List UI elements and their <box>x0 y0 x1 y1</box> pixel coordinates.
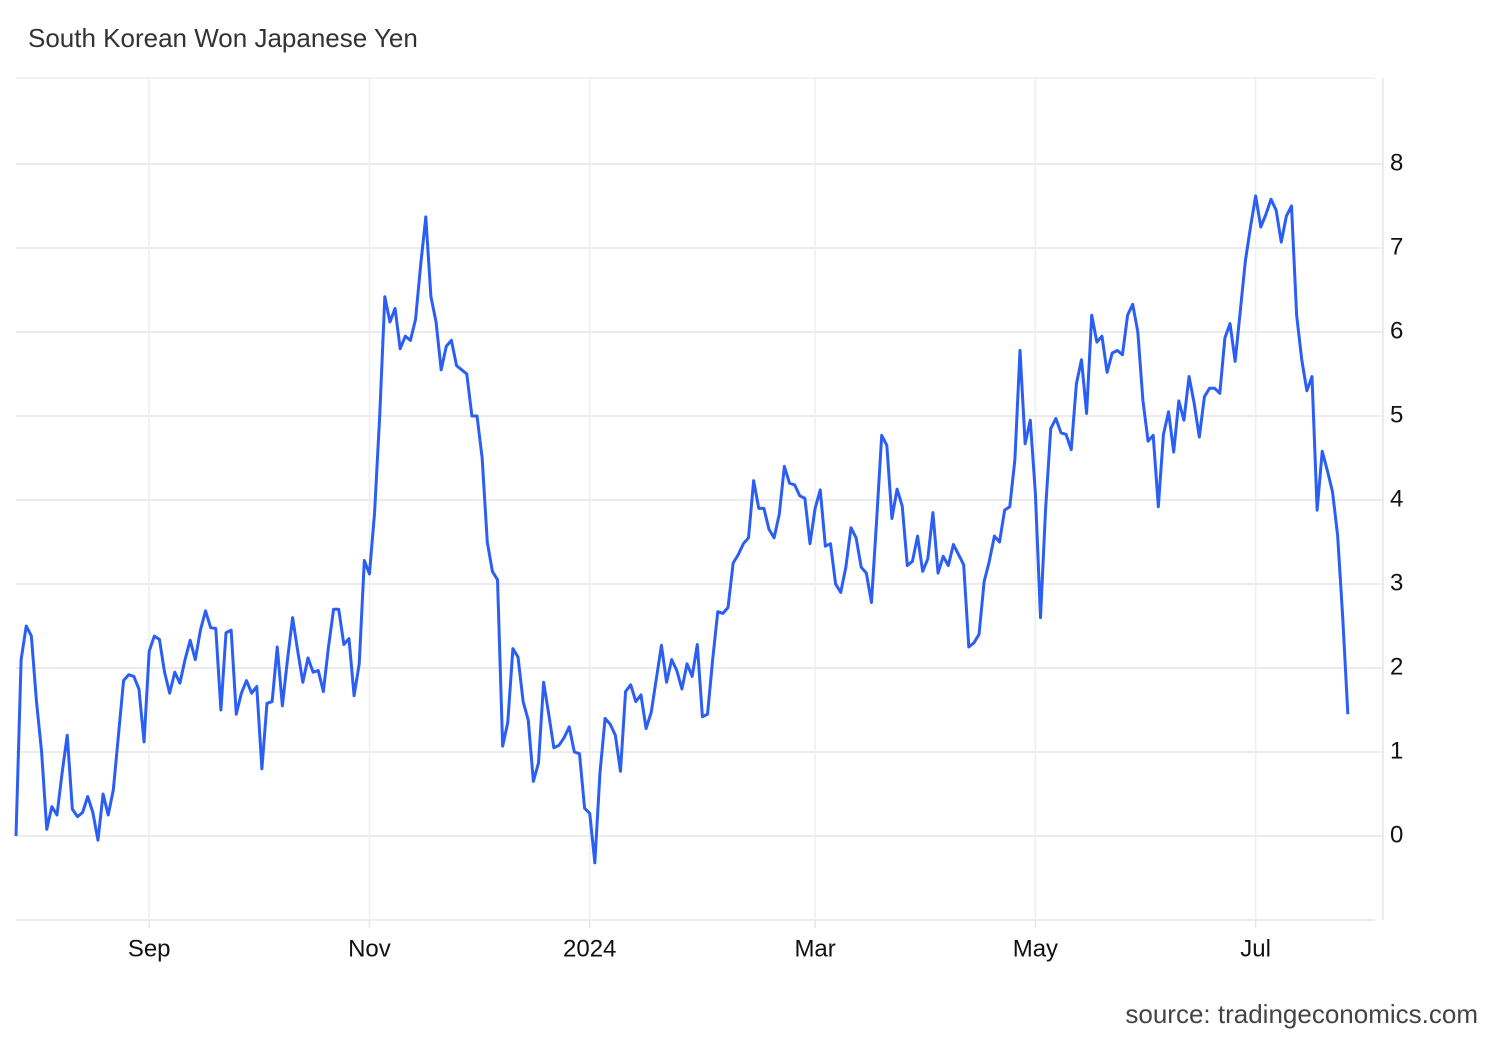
source-note: source: tradingeconomics.com <box>1125 999 1478 1029</box>
x-tick-label: Mar <box>794 935 835 962</box>
chart-title: South Korean Won Japanese Yen <box>28 23 418 53</box>
x-tick-label: May <box>1013 935 1058 962</box>
y-tick-label: 3 <box>1390 569 1403 596</box>
y-tick-label: 2 <box>1390 653 1403 680</box>
x-tick-label: Sep <box>128 935 171 962</box>
x-tick-label: Jul <box>1240 935 1271 962</box>
data-line <box>14 194 1350 865</box>
x-tick-label: 2024 <box>563 935 616 962</box>
y-tick-label: 8 <box>1390 149 1403 176</box>
y-tick-label: 4 <box>1390 485 1403 512</box>
y-tick-label: 5 <box>1390 401 1403 428</box>
y-tick-label: 6 <box>1390 317 1403 344</box>
y-tick-label: 0 <box>1390 821 1403 848</box>
y-tick-label: 7 <box>1390 233 1403 260</box>
x-tick-label: Nov <box>348 935 391 962</box>
y-tick-label: 1 <box>1390 737 1403 764</box>
